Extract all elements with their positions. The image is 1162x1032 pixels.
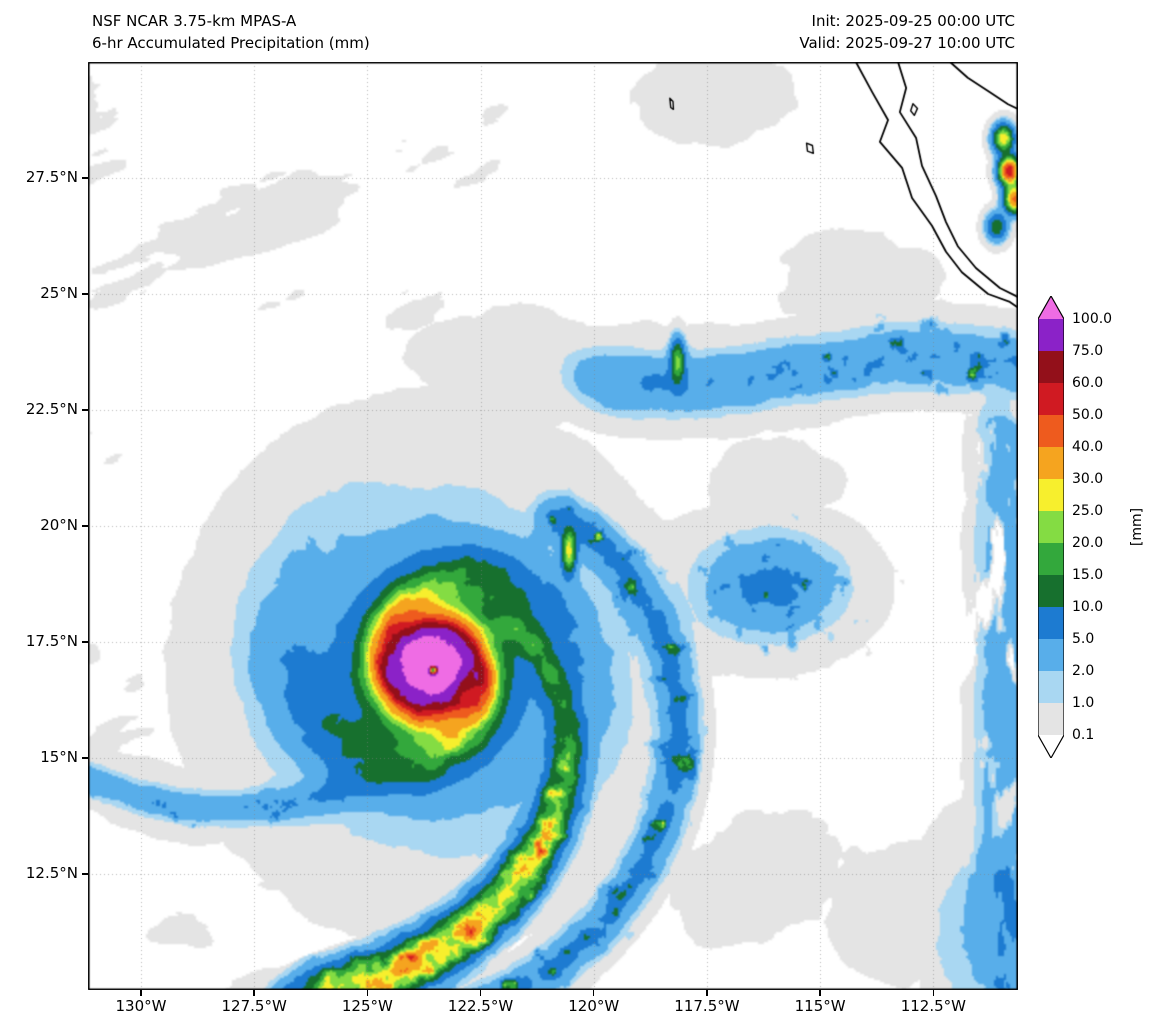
y-tick-label: 27.5°N	[25, 168, 78, 186]
colorbar	[1037, 294, 1065, 762]
y-tick-label: 20°N	[40, 516, 78, 534]
y-tick-label: 15°N	[40, 748, 78, 766]
colorbar-tick-label: 25.0	[1072, 503, 1104, 519]
y-tick-label: 12.5°N	[25, 864, 78, 882]
y-tick-mark	[82, 873, 88, 875]
y-tick-mark	[82, 409, 88, 411]
x-tick-label: 112.5°W	[900, 997, 966, 1015]
x-tick-mark	[932, 990, 935, 996]
valid-time: Valid: 2025-09-27 10:00 UTC	[799, 34, 1015, 52]
run-times: Init: 2025-09-25 00:00 UTC Valid: 2025-0…	[799, 10, 1015, 54]
x-tick-mark	[366, 990, 369, 996]
colorbar-tick-label: 50.0	[1072, 407, 1104, 423]
x-tick-mark	[479, 990, 482, 996]
colorbar-svg	[1037, 294, 1065, 760]
colorbar-tick-label: 2.0	[1072, 663, 1095, 679]
y-tick-label: 17.5°N	[25, 632, 78, 650]
y-tick-mark	[82, 525, 88, 527]
x-tick-mark	[253, 990, 255, 996]
colorbar-units-label: [mm]	[1129, 507, 1145, 547]
x-tick-label: 127.5°W	[221, 997, 287, 1015]
y-tick-label: 22.5°N	[25, 400, 78, 418]
y-tick-mark	[82, 757, 88, 759]
x-tick-label: 115°W	[794, 997, 846, 1015]
x-tick-label: 125°W	[341, 997, 393, 1015]
colorbar-tick-label: 1.0	[1072, 695, 1095, 711]
precip-map-canvas	[88, 62, 1018, 990]
colorbar-tick-label: 75.0	[1072, 343, 1104, 359]
x-tick-mark	[819, 990, 821, 996]
x-tick-label: 117.5°W	[674, 997, 740, 1015]
colorbar-tick-label: 5.0	[1072, 631, 1095, 647]
colorbar-tick-label: 30.0	[1072, 471, 1104, 487]
x-tick-label: 130°W	[115, 997, 167, 1015]
field-title: 6-hr Accumulated Precipitation (mm)	[92, 34, 370, 52]
y-tick-mark	[82, 641, 88, 643]
model-title: NSF NCAR 3.75-km MPAS-A	[92, 12, 297, 30]
colorbar-tick-label: 0.1	[1072, 727, 1095, 743]
init-time: Init: 2025-09-25 00:00 UTC	[811, 12, 1015, 30]
y-tick-mark	[82, 177, 88, 179]
x-tick-mark	[140, 990, 142, 996]
y-tick-label: 25°N	[40, 284, 78, 302]
figure-titles: NSF NCAR 3.75-km MPAS-A 6-hr Accumulated…	[92, 10, 370, 54]
colorbar-tick-label: 100.0	[1072, 311, 1113, 327]
y-tick-mark	[82, 293, 88, 295]
x-tick-mark	[593, 990, 595, 996]
colorbar-tick-label: 40.0	[1072, 439, 1104, 455]
colorbar-tick-label: 15.0	[1072, 567, 1104, 583]
x-tick-mark	[706, 990, 708, 996]
colorbar-tick-label: 10.0	[1072, 599, 1104, 615]
x-tick-label: 120°W	[568, 997, 620, 1015]
colorbar-tick-label: 20.0	[1072, 535, 1104, 551]
x-tick-label: 122.5°W	[447, 997, 514, 1015]
colorbar-tick-label: 60.0	[1072, 375, 1104, 391]
